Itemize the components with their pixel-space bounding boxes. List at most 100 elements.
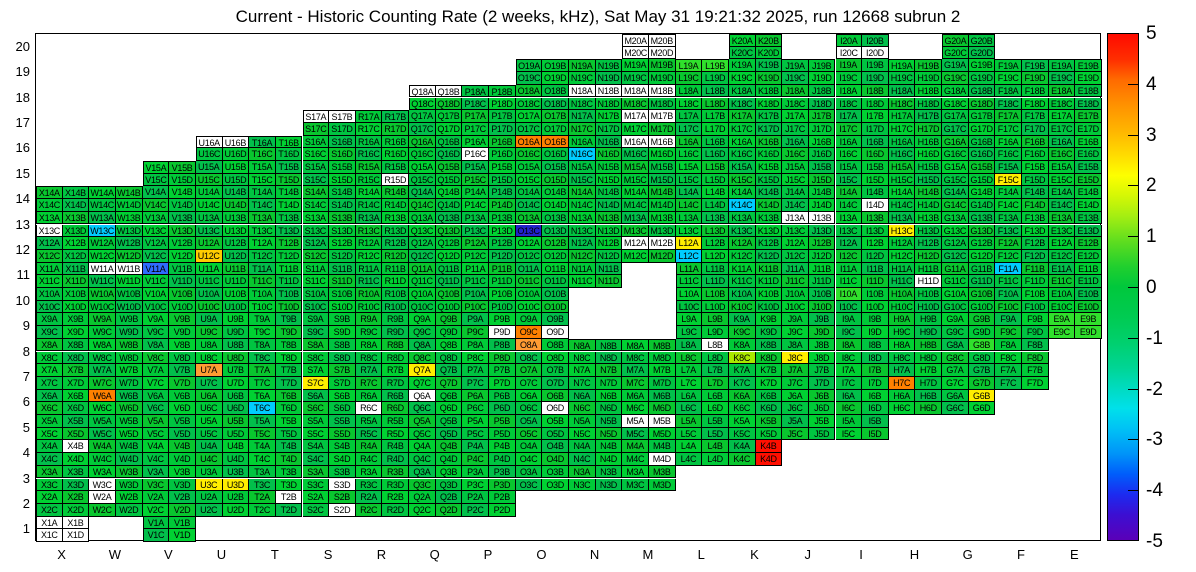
cell-K13A: K13A (728, 211, 756, 225)
cell-K20C: K20C (728, 46, 756, 60)
cell-G14A: G14A (942, 186, 969, 200)
cell-Q12B: Q12B (435, 237, 463, 250)
cell-O12B: O12B (542, 237, 569, 250)
cell-O10C: O10C (515, 300, 543, 314)
cell-P6D: P6D (489, 402, 516, 415)
cell-O8D: O8D (542, 351, 569, 365)
cell-U13D: U13D (222, 224, 250, 238)
cell-I15B: I15B (862, 161, 889, 174)
cell-I12B: I12B (862, 237, 889, 250)
cell-E9A: E9A (1048, 313, 1076, 327)
cell-P18C: P18C (462, 97, 490, 111)
cell-P12C: P12C (462, 249, 490, 263)
cell-O17D: O17D (542, 122, 569, 136)
cell-J17B: J17B (808, 110, 836, 123)
cell-K7A: K7A (728, 364, 756, 377)
cell-L7C: L7C (675, 376, 703, 390)
cell-J18A: J18A (782, 84, 809, 98)
cell-N13D: N13D (595, 224, 623, 238)
cell-F18B: F18B (1022, 84, 1049, 98)
cell-H18B: H18B (915, 84, 943, 98)
cell-W10B: W10B (115, 288, 143, 301)
cell-V15A: V15A (142, 161, 170, 174)
cell-R13A: R13A (355, 211, 383, 225)
cell-N15C: N15C (569, 173, 596, 187)
cell-I17B: I17B (862, 110, 889, 123)
cell-X13A: X13A (36, 211, 63, 225)
cell-K14D: K14D (755, 199, 783, 212)
cell-S16D: S16D (329, 148, 356, 161)
cell-S13B: S13B (329, 211, 356, 225)
cell-R6B: R6B (382, 389, 410, 403)
cell-K19A: K19A (728, 59, 756, 73)
cell-G15D: G15D (968, 173, 996, 187)
cell-I13D: I13D (862, 224, 889, 238)
cell-U6C: U6C (195, 402, 223, 415)
cell-I9A: I9A (835, 313, 863, 327)
cell-S10C: S10C (302, 300, 330, 314)
colorbar-tick-mark--1 (1128, 337, 1138, 339)
cell-I16D: I16D (862, 148, 889, 161)
cell-N7A: N7A (569, 364, 596, 377)
cell-K10D: K10D (755, 300, 783, 314)
cell-V11B: V11B (169, 262, 196, 276)
cell-O6D: O6D (542, 402, 569, 415)
cell-H16B: H16B (915, 135, 943, 149)
cell-S13A: S13A (302, 211, 330, 225)
cell-U6B: U6B (222, 389, 250, 403)
cell-H11C: H11C (888, 275, 916, 288)
cell-L18A: L18A (675, 84, 703, 98)
cell-P17C: P17C (462, 122, 490, 136)
cell-P9C: P9C (462, 326, 490, 339)
cell-X13B: X13B (62, 211, 90, 225)
cell-G7D: G7D (968, 376, 996, 390)
cell-I7B: I7B (862, 364, 889, 377)
cell-X11C: X11C (36, 275, 63, 288)
cell-K10C: K10C (728, 300, 756, 314)
cell-U16D: U16D (222, 148, 250, 161)
cell-X12D: X12D (62, 249, 90, 263)
cell-K20B: K20B (755, 34, 783, 47)
cell-F8D: F8D (1022, 351, 1049, 365)
cell-F18A: F18A (995, 84, 1023, 98)
cell-O6A: O6A (515, 389, 543, 403)
cell-E10C: E10C (1048, 300, 1076, 314)
cell-S13C: S13C (302, 224, 330, 238)
cell-J12A: J12A (782, 237, 809, 250)
cell-P8B: P8B (489, 338, 516, 352)
cell-E12D: E12D (1075, 249, 1102, 263)
cell-V12C: V12C (142, 249, 170, 263)
cell-K18C: K18C (728, 97, 756, 111)
cell-S7B: S7B (329, 364, 356, 377)
cell-L19C: L19C (675, 72, 703, 85)
cell-N11A: N11A (569, 262, 596, 276)
cell-V11D: V11D (169, 275, 196, 288)
cell-K8C: K8C (728, 351, 756, 365)
cell-F12B: F12B (1022, 237, 1049, 250)
cell-Q13D: Q13D (435, 224, 463, 238)
cell-V10B: V10B (169, 288, 196, 301)
cell-N14D: N14D (595, 199, 623, 212)
cell-T16B: T16B (275, 135, 303, 149)
cell-R6D: R6D (382, 402, 410, 415)
colorbar-tick-label--1: -1 (1146, 327, 1163, 349)
cell-Q10A: Q10A (409, 288, 436, 301)
cell-I16C: I16C (835, 148, 863, 161)
cell-T14B: T14B (275, 186, 303, 200)
cell-R10A: R10A (355, 288, 383, 301)
cell-N6C: N6C (569, 402, 596, 415)
cell-I18A: I18A (835, 84, 863, 98)
cell-R7A: R7A (355, 364, 383, 377)
cell-G13D: G13D (968, 224, 996, 238)
cell-O16B: O16B (542, 135, 569, 149)
cell-E9B: E9B (1075, 313, 1102, 327)
cell-G20A: G20A (942, 34, 969, 47)
cell-S15A: S15A (302, 161, 330, 174)
cell-V15B: V15B (169, 161, 196, 174)
cell-R14B: R14B (382, 186, 410, 200)
cell-S9C: S9C (302, 326, 330, 339)
cell-U10D: U10D (222, 300, 250, 314)
cell-H10A: H10A (888, 288, 916, 301)
cell-N17D: N17D (595, 122, 623, 136)
cell-F12D: F12D (1022, 249, 1049, 263)
